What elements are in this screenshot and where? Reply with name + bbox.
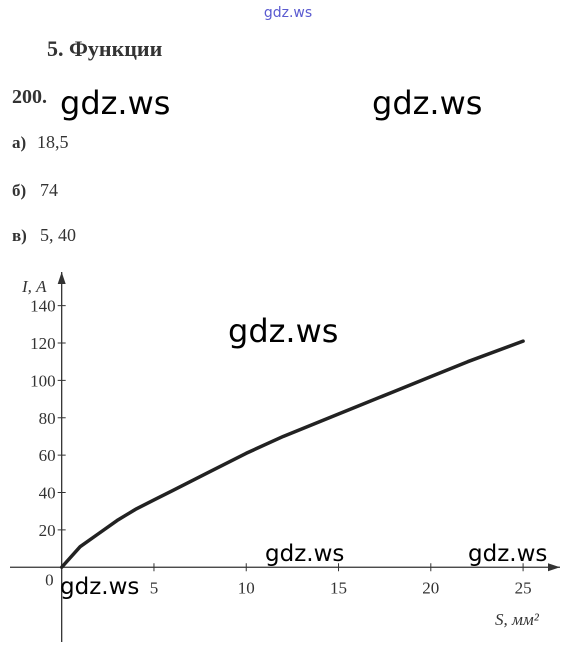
x-tick-label: 5 (150, 578, 159, 597)
watermark: gdz.ws (60, 84, 170, 122)
y-tick-label: 120 (30, 334, 56, 353)
answer-text: 18,5 (37, 132, 69, 152)
answer-text: 74 (40, 180, 58, 200)
y-tick-label: 60 (39, 446, 56, 465)
origin-label: 0 (45, 570, 54, 589)
y-tick-label: 100 (30, 371, 56, 390)
watermarks: gdz.ws gdz.ws gdz.ws gdz.ws gdz.ws gdz.ws (60, 84, 547, 600)
answer-letter: б) (12, 181, 26, 200)
answer-letter: в) (12, 226, 27, 245)
answer-text: 5, 40 (40, 225, 76, 245)
line (59, 339, 525, 570)
x-tick-label: 20 (422, 578, 439, 597)
x-tick-label: 10 (238, 578, 255, 597)
watermark: gdz.ws (60, 574, 139, 600)
y-axis-arrow (57, 272, 66, 284)
x-tick-label: 15 (330, 578, 347, 597)
site-label: gdz.ws (264, 5, 312, 21)
x-axis-arrow (548, 563, 560, 572)
watermark: gdz.ws (468, 541, 547, 567)
watermark: gdz.ws (372, 84, 482, 122)
x-tick-label: 25 (515, 578, 532, 597)
watermark: gdz.ws (228, 312, 338, 350)
problem-number: 200. (12, 86, 47, 108)
y-axis-label: I, А (21, 277, 47, 296)
y-tick-label: 80 (39, 409, 56, 428)
answer-letter: а) (12, 133, 26, 152)
y-tick-label: 140 (30, 297, 56, 316)
y-tick-label: 20 (39, 521, 56, 540)
x-axis-label: S, мм² (495, 610, 540, 629)
section-title: 5. Функции (47, 36, 163, 61)
y-tick-label: 40 (39, 484, 56, 503)
chart: 5 10 15 20 25 20 40 60 80 100 120 140 0 I, А S, мм² (10, 272, 560, 642)
watermark: gdz.ws (265, 541, 344, 567)
